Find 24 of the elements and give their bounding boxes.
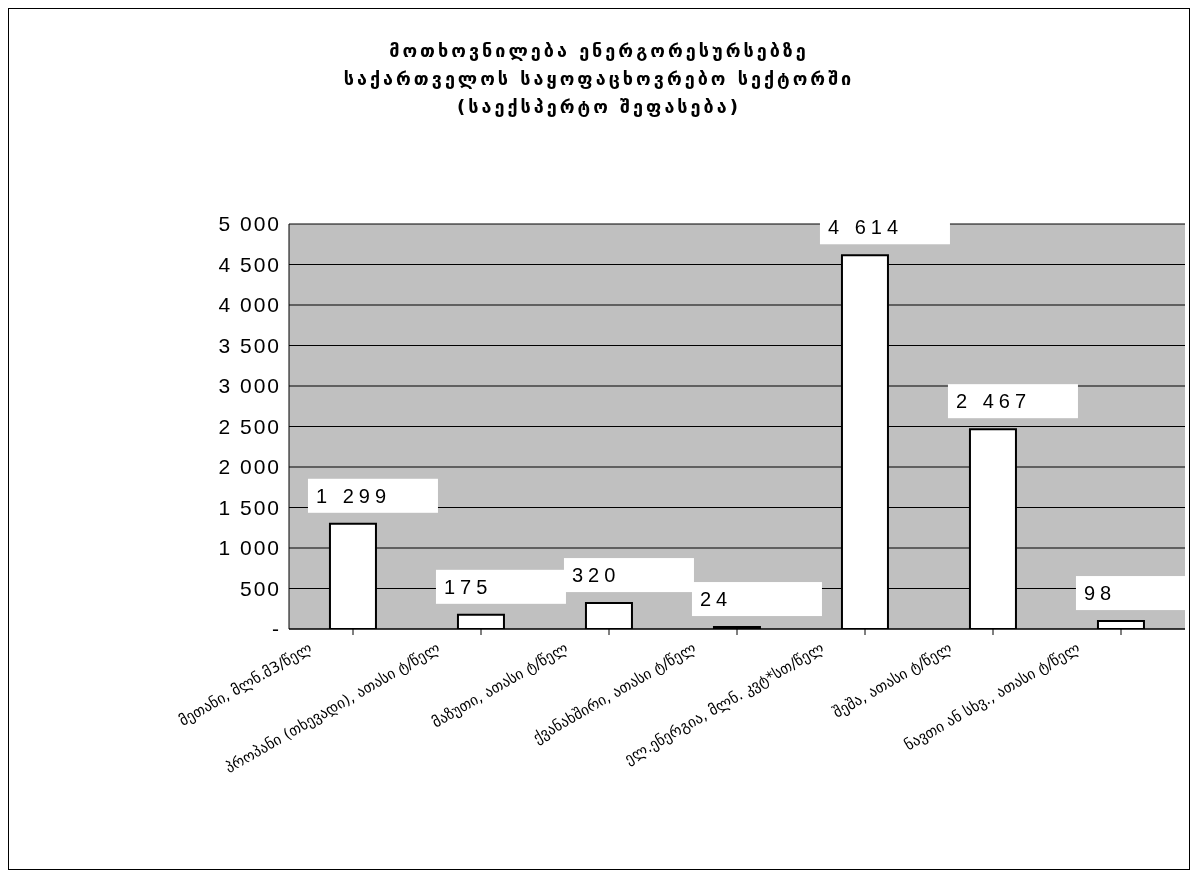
y-tick-label: 3 500 [218, 333, 281, 357]
data-label: 320 [571, 564, 621, 587]
data-label: 98 [1083, 582, 1117, 605]
data-label: 2 467 [955, 390, 1032, 413]
data-label: 1 299 [315, 484, 392, 507]
y-tick-label: 1 500 [218, 495, 281, 519]
text-box: 2 467 [947, 384, 1078, 419]
y-tick-label: 4 500 [218, 252, 281, 276]
y-tick-label: 3 000 [218, 374, 281, 398]
y-tick-label: - [272, 617, 281, 641]
y-tick-label: 2 000 [218, 455, 281, 479]
y-tick-label: 1 000 [218, 536, 281, 560]
chart-title: მოთხოვნილება ენერგორესურსებზე საქართველოს საყოფაცხოვრებო სექტორში (საექსპერტო შეფასება) [342, 39, 856, 119]
text-box: 1 299 [307, 478, 438, 513]
y-tick-label: 5 000 [218, 212, 281, 236]
data-label: 175 [443, 575, 493, 598]
text-box: 175 [435, 569, 566, 604]
y-tick-label: 4 000 [218, 293, 281, 317]
text-box: 320 [563, 558, 694, 593]
text-box: 24 [691, 582, 822, 617]
y-tick-label: 2 500 [218, 414, 281, 438]
data-label: 4 614 [827, 216, 904, 239]
data-label: 24 [699, 588, 733, 611]
y-tick-label: 500 [239, 576, 281, 600]
